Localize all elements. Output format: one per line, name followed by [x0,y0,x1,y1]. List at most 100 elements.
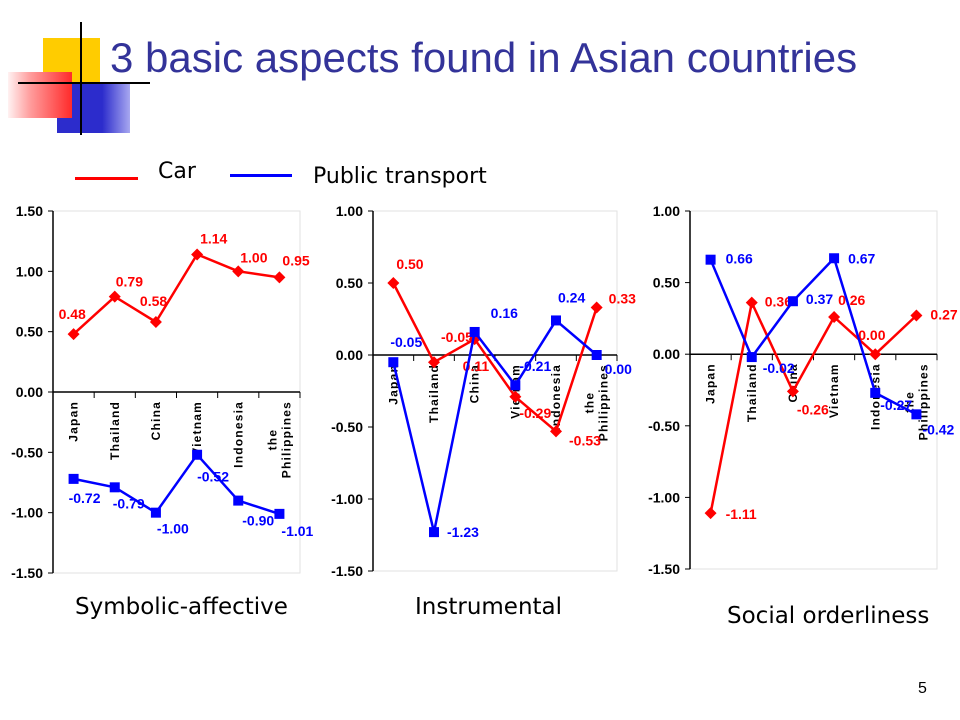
category-label-text: China [468,364,482,403]
public-transport-marker [469,326,480,337]
y-tick-label: 1.00 [653,203,680,219]
car-marker [745,296,758,309]
public-transport-data-label: -0.27 [880,397,912,413]
category-label-text: Thailand [427,364,441,423]
public-transport-data-label: -1.23 [447,524,479,540]
car-marker [509,390,522,403]
public-transport-marker [274,508,285,519]
public-transport-marker [787,296,798,307]
car-data-label: 1.14 [200,230,227,246]
category-label-indonesia: Indonesia [549,364,563,431]
category-label-china: China [149,401,163,440]
car-data-label: 0.79 [116,274,143,290]
public-transport-data-label: 0.16 [491,305,518,321]
chart-symbolic-affective: 1.50 1.00 0.50 0.00 -0.50 -1.00 -1.50 Japan Thai… [11,203,313,581]
category-label-vietnam: Vietnam [190,401,204,456]
public-transport-legend-label: Public transport [313,164,487,189]
category-label-the-philippines: the Philippines [583,364,611,441]
category-label-text: Vietnam [827,363,841,418]
chart-caption-instrumental: Instrumental [415,594,563,620]
category-label-text: Philippines [279,401,293,478]
category-label-text: Vietnam [190,401,204,456]
car-legend-line [75,177,138,180]
y-tick-label: 0.50 [653,275,680,291]
car-data-label: 0.36 [765,294,792,310]
category-label-text: Japan [704,363,718,404]
public-transport-marker [233,495,244,506]
category-label-vietnam: Vietnam [827,363,841,418]
car-marker [149,316,162,329]
y-tick-label: -1.50 [11,565,43,581]
car-line [72,253,280,336]
car-marker [232,265,245,278]
y-tick-label: -1.50 [648,561,680,577]
car-data-label: 0.95 [282,252,309,268]
category-label-text: the [902,391,916,413]
y-tick-label: 1.50 [16,203,43,219]
public-transport-data-label: -0.05 [390,334,422,350]
public-transport-marker [68,473,79,484]
public-transport-data-label: 0.00 [605,361,632,377]
public-transport-legend-line [230,174,292,177]
y-tick-label: -1.00 [331,491,363,507]
category-label-text: Philippines [916,363,930,440]
car-marker [590,301,603,314]
y-tick-label: -0.50 [648,418,680,434]
public-transport-marker [192,449,203,460]
y-tick-label: 1.00 [336,203,363,219]
y-tick-label: 1.00 [16,263,43,279]
category-label-the-philippines: the Philippines [902,363,930,440]
car-marker [704,507,717,520]
logo-horizontal-line [18,82,150,84]
y-tick-label: -0.50 [11,444,43,460]
public-transport-series: -0.05 -1.23 0.16 -0.21 0.24 0.00 [388,289,632,540]
car-marker [191,248,204,261]
category-label-text: Indonesia [231,401,245,468]
car-data-label: 0.33 [609,290,636,306]
category-label-china: China [468,364,482,403]
logo-vertical-line [80,22,82,135]
car-data-label: 0.00 [858,327,885,343]
car-line [392,282,598,433]
public-transport-data-label: -0.90 [242,513,274,529]
car-marker [869,348,882,361]
public-transport-series: 0.66 -0.02 0.37 0.67 -0.27 -0.42 [705,250,955,437]
public-transport-data-label: -1.01 [281,523,313,539]
public-transport-data-label: -0.42 [922,421,954,437]
public-transport-marker [911,409,922,420]
car-data-label: -1.11 [726,506,757,522]
public-transport-line [709,257,917,416]
car-data-label: -0.53 [569,432,601,448]
y-tick-label: -1.00 [11,505,43,521]
category-label-text: Japan [67,401,81,442]
slide-title: 3 basic aspects found in Asian countries [110,34,858,81]
category-label-text: Philippines [597,364,611,441]
category-label-text: Thailand [108,401,122,460]
car-data-label: 0.58 [140,293,167,309]
category-label-thailand: Thailand [108,401,122,460]
public-transport-data-label: -0.21 [519,358,551,374]
chart-caption-social-orderliness: Social orderliness [727,603,930,629]
public-transport-data-label: 0.66 [726,251,753,267]
public-transport-marker [388,357,399,368]
public-transport-data-label: -1.00 [157,521,189,537]
category-label-text: Thailand [745,363,759,422]
public-transport-marker [429,527,439,538]
category-label-thailand: Thailand [427,364,441,423]
category-label-the-philippines: the Philippines [265,401,293,478]
car-marker [108,290,121,303]
car-data-label: -0.26 [797,401,829,417]
car-data-label: 0.26 [838,292,865,308]
public-transport-marker [829,253,840,264]
category-label-japan: Japan [704,363,718,404]
logo-red-square [8,72,72,118]
public-transport-data-label: 0.24 [558,289,585,305]
car-legend-label: Car [158,159,196,184]
chart-caption-symbolic-affective: Symbolic-affective [75,594,288,620]
y-tick-label: -1.00 [648,489,680,505]
public-transport-line [73,453,280,516]
car-marker [828,310,841,323]
y-tick-label: 0.00 [653,346,680,362]
public-transport-line [392,319,598,534]
car-series: 0.48 0.79 0.58 1.14 1.00 0.95 [59,230,310,341]
